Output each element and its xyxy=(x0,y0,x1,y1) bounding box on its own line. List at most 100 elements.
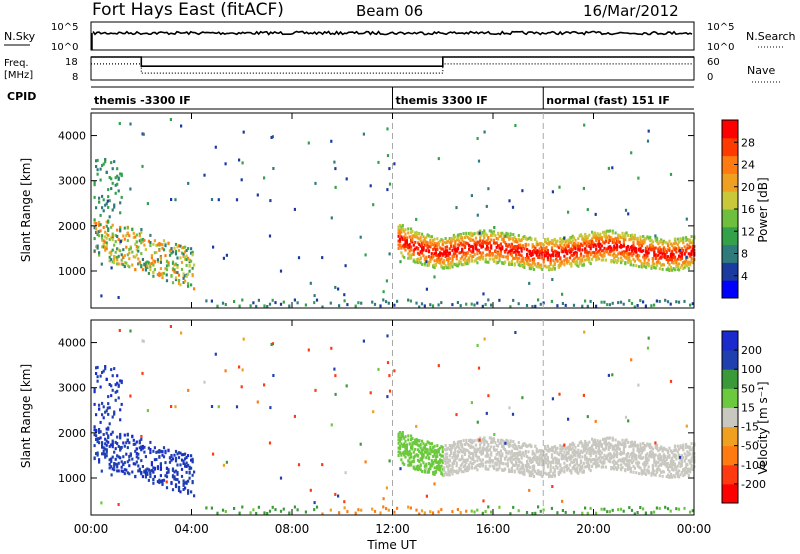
power-cell xyxy=(560,247,563,251)
power-cell xyxy=(386,188,389,192)
velocity-cell xyxy=(658,463,661,467)
power-cell xyxy=(128,265,131,269)
power-cell xyxy=(116,247,119,251)
velocity-cell xyxy=(393,369,396,373)
velocity-cell xyxy=(618,447,621,451)
velocity-cell xyxy=(403,444,406,448)
power-cell xyxy=(541,268,544,271)
velocity-cell xyxy=(548,474,551,477)
velocity-cell xyxy=(113,412,116,416)
velocity-cell xyxy=(445,452,449,456)
power-cell xyxy=(644,252,648,256)
velocity-cell xyxy=(241,368,244,372)
power-cell xyxy=(512,233,515,236)
velocity-cell xyxy=(604,465,607,469)
velocity-cell xyxy=(180,453,184,457)
velocity-cell xyxy=(146,409,149,413)
velocity-cell xyxy=(271,505,274,509)
power-cell xyxy=(636,236,639,240)
velocity-cell xyxy=(488,457,491,460)
velocity-cell xyxy=(563,450,566,454)
power-cell xyxy=(440,301,443,305)
velocity-cell xyxy=(398,444,402,448)
power-cell xyxy=(173,268,176,272)
velocity-cell xyxy=(137,469,140,473)
velocity-cell xyxy=(447,446,450,450)
power-cell xyxy=(691,248,695,251)
power-cell xyxy=(429,245,432,249)
velocity-cell xyxy=(638,450,641,454)
velocity-cell xyxy=(153,458,156,462)
colorbar-swatch xyxy=(722,209,738,228)
velocity-cell xyxy=(436,449,439,453)
velocity-cell xyxy=(450,447,453,451)
power-cell xyxy=(535,265,538,268)
velocity-cell xyxy=(162,446,166,450)
velocity-cell xyxy=(188,471,191,475)
velocity-cell xyxy=(671,451,674,455)
velocity-cell xyxy=(437,450,440,454)
velocity-cell xyxy=(537,469,540,473)
velocity-cell xyxy=(508,470,511,474)
velocity-cell xyxy=(135,447,138,451)
velocity-cell xyxy=(581,470,584,474)
power-cell xyxy=(502,237,505,241)
power-cell xyxy=(177,282,181,285)
velocity-cell xyxy=(596,444,599,448)
velocity-cell xyxy=(454,470,457,473)
power-cell xyxy=(401,244,404,248)
velocity-cell xyxy=(541,458,544,462)
power-cell xyxy=(431,304,435,308)
power-cell xyxy=(105,243,108,247)
power-cell xyxy=(474,242,478,246)
power-cell xyxy=(643,256,646,260)
velocity-cell xyxy=(271,342,274,346)
velocity-cell xyxy=(611,466,614,470)
velocity-cell xyxy=(212,452,215,456)
power-cell xyxy=(447,264,450,268)
power-cell xyxy=(481,244,484,248)
power-cell xyxy=(104,158,107,161)
power-cell xyxy=(104,240,107,244)
velocity-cell xyxy=(621,442,624,446)
velocity-cell xyxy=(479,450,482,454)
velocity-cell xyxy=(655,470,659,474)
power-cell xyxy=(591,257,594,261)
velocity-cell xyxy=(164,461,167,465)
power-cell xyxy=(388,252,391,256)
power-cell xyxy=(551,190,554,194)
velocity-cell xyxy=(110,432,113,436)
power-cell xyxy=(408,242,411,246)
velocity-cell xyxy=(597,444,601,448)
power-cell xyxy=(404,232,407,236)
power-cell xyxy=(441,252,444,256)
velocity-cell xyxy=(497,451,500,455)
power-cell xyxy=(102,198,105,202)
power-cell xyxy=(476,301,479,305)
velocity-cell xyxy=(602,465,605,469)
power-cell xyxy=(597,242,601,246)
velocity-cell xyxy=(622,509,625,513)
velocity-cell xyxy=(93,390,96,394)
velocity-cell xyxy=(452,451,455,455)
power-cell xyxy=(581,237,584,241)
power-cell xyxy=(548,241,551,245)
power-cell xyxy=(93,218,96,222)
power-cell xyxy=(105,171,108,174)
power-cell xyxy=(673,237,677,241)
velocity-cell xyxy=(610,467,613,471)
velocity-cell xyxy=(481,464,484,468)
velocity-cell xyxy=(647,443,650,447)
velocity-cell xyxy=(541,463,544,467)
velocity-cell xyxy=(176,471,179,474)
power-cell xyxy=(430,235,433,239)
velocity-cell xyxy=(397,435,400,439)
power-cell xyxy=(170,274,173,277)
power-cell xyxy=(177,278,181,282)
power-cell xyxy=(632,252,635,256)
power-cell xyxy=(436,244,439,248)
power-cell xyxy=(486,245,489,249)
velocity-cell xyxy=(485,411,488,415)
power-cell xyxy=(555,241,558,245)
power-cell xyxy=(481,242,484,246)
